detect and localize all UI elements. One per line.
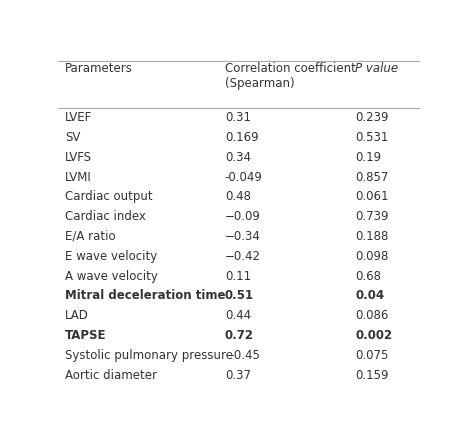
Text: 0.72: 0.72: [225, 329, 254, 342]
Text: 0.51: 0.51: [225, 290, 254, 303]
Text: 0.68: 0.68: [355, 269, 381, 283]
Text: 0.19: 0.19: [355, 151, 381, 164]
Text: 0.04: 0.04: [355, 290, 384, 303]
Text: 0.48: 0.48: [225, 191, 251, 203]
Text: LVMI: LVMI: [65, 170, 92, 184]
Text: 0.159: 0.159: [355, 368, 389, 382]
Text: SV: SV: [65, 131, 80, 144]
Text: E/A ratio: E/A ratio: [65, 230, 115, 243]
Text: 0.34: 0.34: [225, 151, 251, 164]
Text: P value: P value: [355, 62, 398, 75]
Text: −0.34: −0.34: [225, 230, 261, 243]
Text: Aortic diameter: Aortic diameter: [65, 368, 157, 382]
Text: 0.739: 0.739: [355, 210, 389, 223]
Text: LVFS: LVFS: [65, 151, 92, 164]
Text: 0.239: 0.239: [355, 111, 389, 124]
Text: 0.11: 0.11: [225, 269, 251, 283]
Text: Cardiac output: Cardiac output: [65, 191, 153, 203]
Text: 0.31: 0.31: [225, 111, 251, 124]
Text: 0.857: 0.857: [355, 170, 389, 184]
Text: -0.049: -0.049: [225, 170, 263, 184]
Text: E wave velocity: E wave velocity: [65, 250, 157, 263]
Text: −0.45: −0.45: [225, 349, 261, 362]
Text: 0.531: 0.531: [355, 131, 389, 144]
Text: 0.188: 0.188: [355, 230, 389, 243]
Text: 0.37: 0.37: [225, 368, 251, 382]
Text: Cardiac index: Cardiac index: [65, 210, 146, 223]
Text: Correlation coefficient
(Spearman): Correlation coefficient (Spearman): [225, 62, 356, 90]
Text: A wave velocity: A wave velocity: [65, 269, 158, 283]
Text: Systolic pulmonary pressure: Systolic pulmonary pressure: [65, 349, 233, 362]
Text: 0.002: 0.002: [355, 329, 392, 342]
Text: TAPSE: TAPSE: [65, 329, 106, 342]
Text: 0.098: 0.098: [355, 250, 389, 263]
Text: 0.061: 0.061: [355, 191, 389, 203]
Text: Parameters: Parameters: [65, 62, 133, 75]
Text: 0.086: 0.086: [355, 309, 389, 322]
Text: 0.169: 0.169: [225, 131, 259, 144]
Text: −0.09: −0.09: [225, 210, 261, 223]
Text: −0.42: −0.42: [225, 250, 261, 263]
Text: LAD: LAD: [65, 309, 89, 322]
Text: Mitral deceleration time: Mitral deceleration time: [65, 290, 226, 303]
Text: 0.075: 0.075: [355, 349, 389, 362]
Text: LVEF: LVEF: [65, 111, 92, 124]
Text: 0.44: 0.44: [225, 309, 251, 322]
